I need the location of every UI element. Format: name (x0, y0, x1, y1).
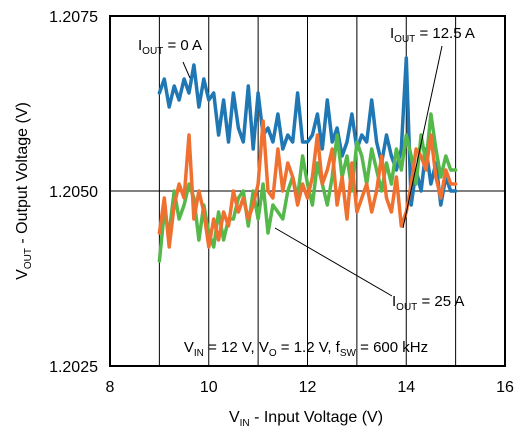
y-tick-label: 1.2025 (49, 359, 98, 376)
series-label-12p5a: IOUT = 12.5 A (390, 25, 475, 45)
leader-line-12p5a (402, 45, 443, 229)
leader-line-25a (274, 227, 393, 297)
x-axis-label: VIN - Input Voltage (V) (229, 409, 383, 429)
y-tick-label: 1.2075 (49, 9, 98, 26)
leader-line-0a (182, 61, 191, 79)
x-tick-label: 12 (299, 379, 317, 396)
series-label-25a: IOUT = 25 A (392, 293, 464, 313)
conditions-annotation: VIN = 12 V, VO = 1.2 V, fSW = 600 kHz (184, 339, 428, 359)
series-label-0a: IOUT = 0 A (138, 37, 202, 57)
y-axis-label: VOUT - Output Voltage (V) (14, 102, 34, 280)
series-line-2 (157, 112, 458, 263)
plot-frame (109, 15, 506, 367)
x-tick-label: 10 (200, 379, 218, 396)
series-line-0 (157, 56, 458, 207)
tick-labels: 8 10 12 14 16 1.2025 1.2050 1.2075 (49, 9, 514, 396)
x-tick-label: 8 (106, 379, 115, 396)
x-tick-label: 14 (397, 379, 415, 396)
annotation-leaders (182, 45, 443, 297)
y-tick-label: 1.2050 (49, 184, 98, 201)
x-tick-label: 16 (496, 379, 514, 396)
